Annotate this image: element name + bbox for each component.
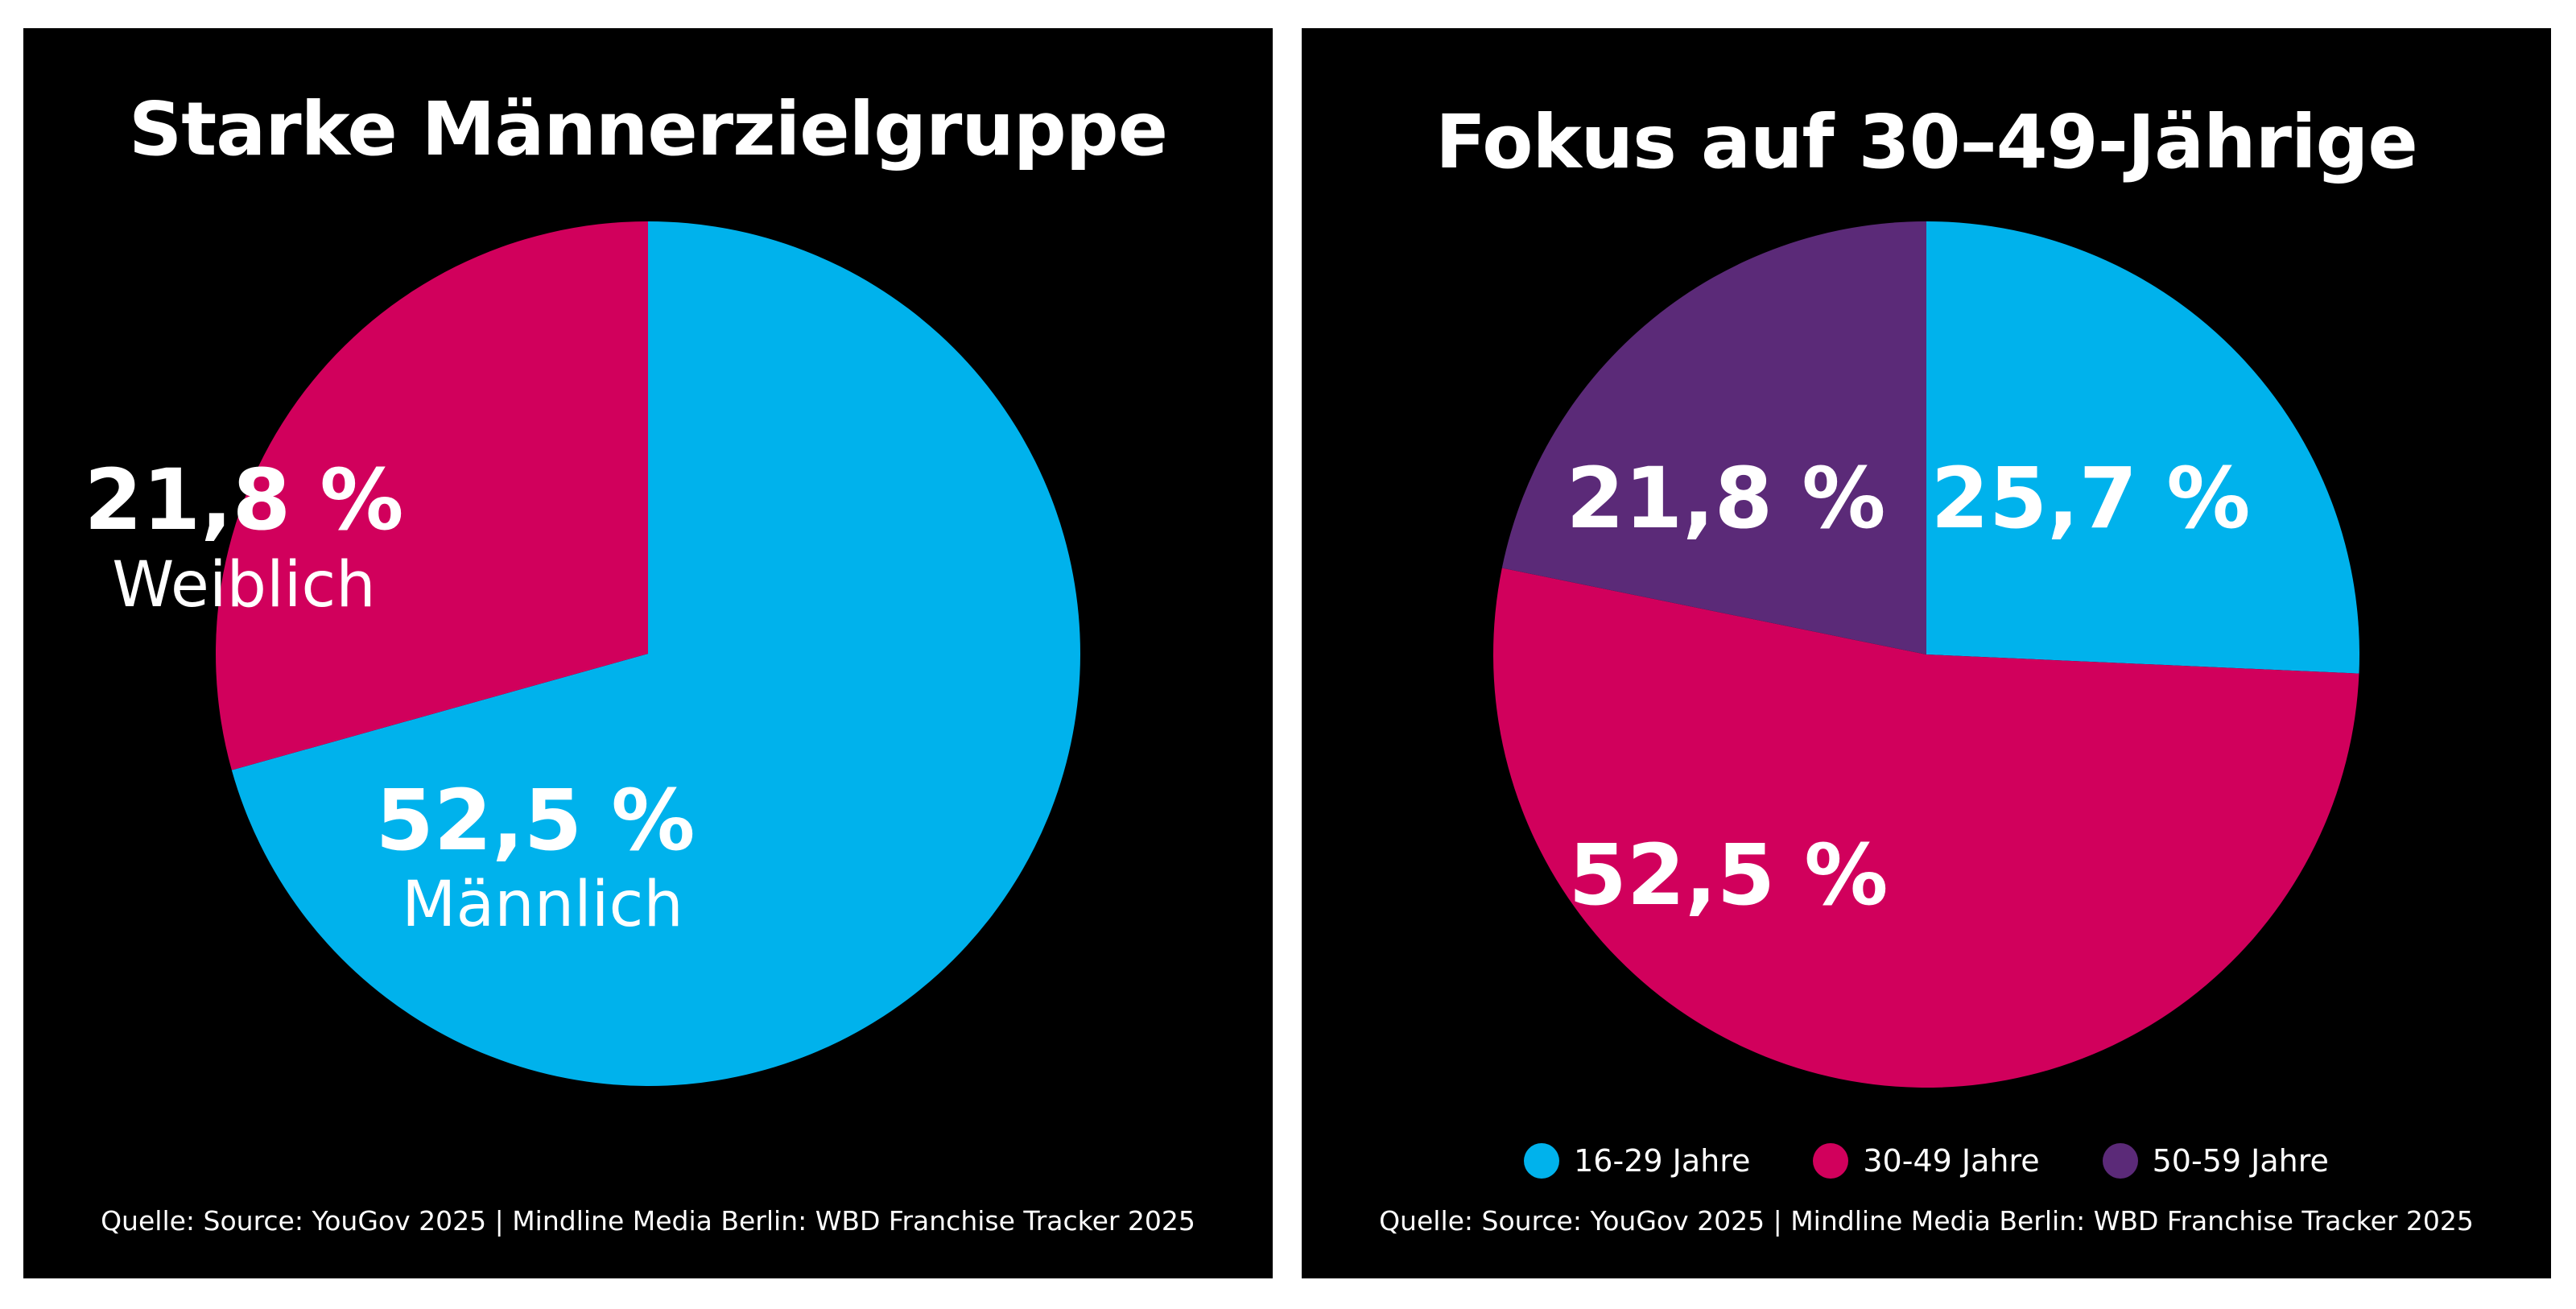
legend-swatch	[1813, 1143, 1849, 1179]
legend: 16-29 Jahre 30-49 Jahre 50-59 Jahre	[1302, 1143, 2551, 1179]
source-note: Quelle: Source: YouGov 2025 | Mindline M…	[101, 1205, 1195, 1237]
chart-title: Fokus auf 30–49-Jährige	[1435, 99, 2418, 185]
legend-swatch	[2102, 1143, 2138, 1179]
pie-slice	[1926, 221, 2359, 674]
slice-category-label: Weiblich	[112, 549, 375, 621]
pie-slice	[216, 221, 648, 770]
pie-chart-age: 25,7 % 52,5 % 21,8 %	[1493, 221, 2359, 1088]
slice-value-label: 52,5 %	[375, 771, 695, 869]
legend-item: 50-59 Jahre	[2102, 1143, 2329, 1179]
pie-chart-gender: 21,8 % Weiblich 52,5 % Männlich	[84, 221, 1081, 1086]
source-note: Quelle: Source: YouGov 2025 | Mindline M…	[1379, 1205, 2474, 1237]
chart-panel-age: Fokus auf 30–49-Jährige 25,7 % 52,5 % 21…	[1302, 28, 2551, 1278]
slice-value-label: 21,8 %	[84, 451, 403, 549]
pie-slice	[1493, 568, 2359, 1088]
slice-value-label: 25,7 %	[1930, 449, 2250, 547]
legend-label: 30-49 Jahre	[1863, 1143, 2040, 1179]
legend-item: 16-29 Jahre	[1524, 1143, 1750, 1179]
legend-item: 30-49 Jahre	[1813, 1143, 2040, 1179]
legend-label: 16-29 Jahre	[1574, 1143, 1751, 1179]
chart-title: Starke Männerzielgruppe	[128, 86, 1168, 172]
slice-value-label: 52,5 %	[1568, 826, 1888, 924]
legend-label: 50-59 Jahre	[2152, 1143, 2329, 1179]
pie-slice	[1501, 221, 1926, 654]
chart-panel-gender: Starke Männerzielgruppe 21,8 % Weiblich …	[23, 28, 1273, 1278]
legend-swatch	[1524, 1143, 1560, 1179]
slice-value-label: 21,8 %	[1566, 449, 1885, 547]
pie-slice	[231, 221, 1081, 1086]
slice-category-label: Männlich	[402, 869, 683, 941]
